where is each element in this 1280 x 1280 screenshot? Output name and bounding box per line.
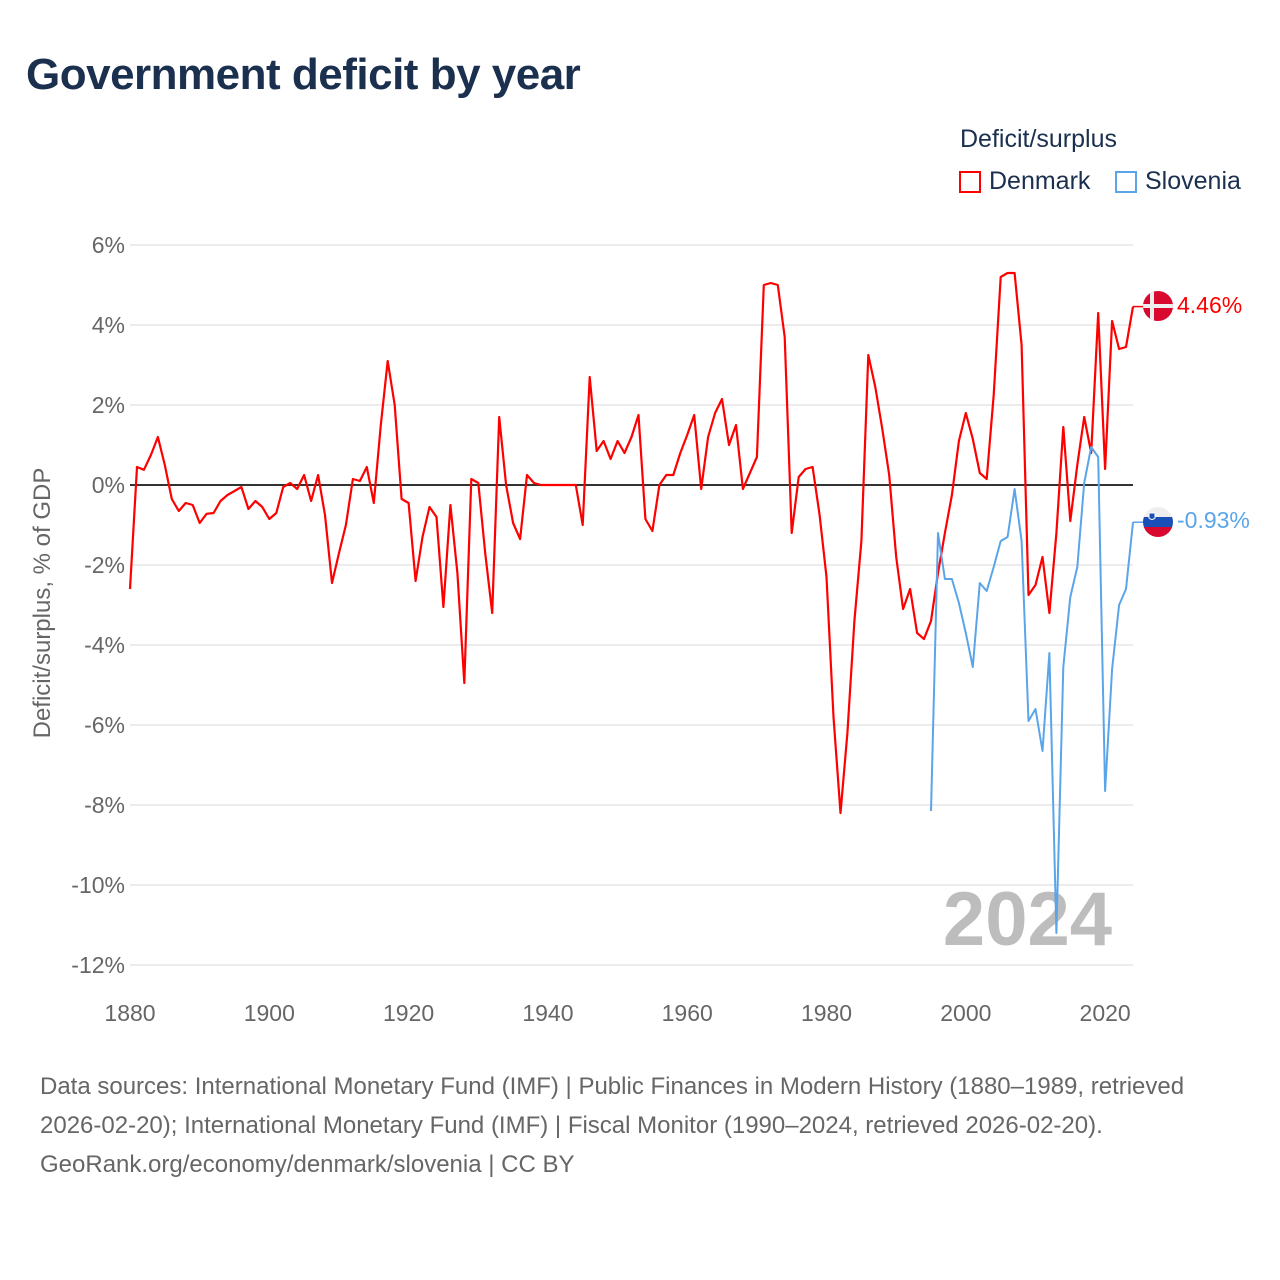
y-tick-label: -2% [84,552,125,578]
series-lines [128,271,1145,934]
y-tick-labels: 6% 4% 2% 0% -2% -4% -6% -8% -10% -12% [71,232,125,978]
y-axis-label: Deficit/surplus, % of GDP [29,468,56,739]
y-tick-label: -4% [84,632,125,658]
legend-label-slovenia: Slovenia [1145,167,1241,195]
y-tick-label: -12% [71,952,125,978]
year-watermark: 2024 [943,877,1112,962]
legend-item-slovenia[interactable]: Slovenia [1115,167,1241,196]
gridlines [130,244,1133,966]
end-label-slovenia: -0.93% [1177,507,1250,533]
y-tick-label: 2% [92,392,125,418]
legend-label-denmark: Denmark [989,167,1091,195]
x-tick-labels: 1880 1900 1920 1940 1960 1980 2000 2020 [104,1000,1130,1026]
credit-link[interactable]: GeoRank.org/economy/denmark/slovenia | C… [40,1151,575,1178]
y-tick-label: 0% [92,472,125,498]
legend-swatch-slovenia [1115,170,1137,193]
y-tick-label: -10% [71,872,125,898]
series-line-slovenia[interactable] [930,446,1134,934]
x-tick-label: 1940 [522,1000,573,1026]
data-sources: Data sources: International Monetary Fun… [40,1073,1185,1139]
chart-title: Government deficit by year [26,50,581,99]
x-tick-label: 1880 [104,1000,155,1026]
footer: Data sources: International Monetary Fun… [40,1067,1250,1184]
denmark-flag-icon [1143,291,1173,321]
slovenia-flag-icon [1143,507,1173,537]
x-tick-label: 2020 [1080,1000,1131,1026]
y-tick-label: -8% [84,792,125,818]
x-tick-label: 1920 [383,1000,434,1026]
x-tick-label: 1960 [662,1000,713,1026]
legend-swatch-denmark [959,170,981,193]
series-line-denmark[interactable] [128,271,1135,815]
y-tick-label: -6% [84,712,125,738]
x-tick-label: 1900 [244,1000,295,1026]
legend-item-denmark[interactable]: Denmark [959,167,1090,196]
x-tick-label: 1980 [801,1000,852,1026]
y-tick-label: 4% [92,312,125,338]
end-label-denmark: 4.46% [1177,292,1242,318]
legend-title: Deficit/surplus [960,125,1117,153]
y-tick-label: 6% [92,232,125,258]
x-tick-label: 2000 [940,1000,991,1026]
